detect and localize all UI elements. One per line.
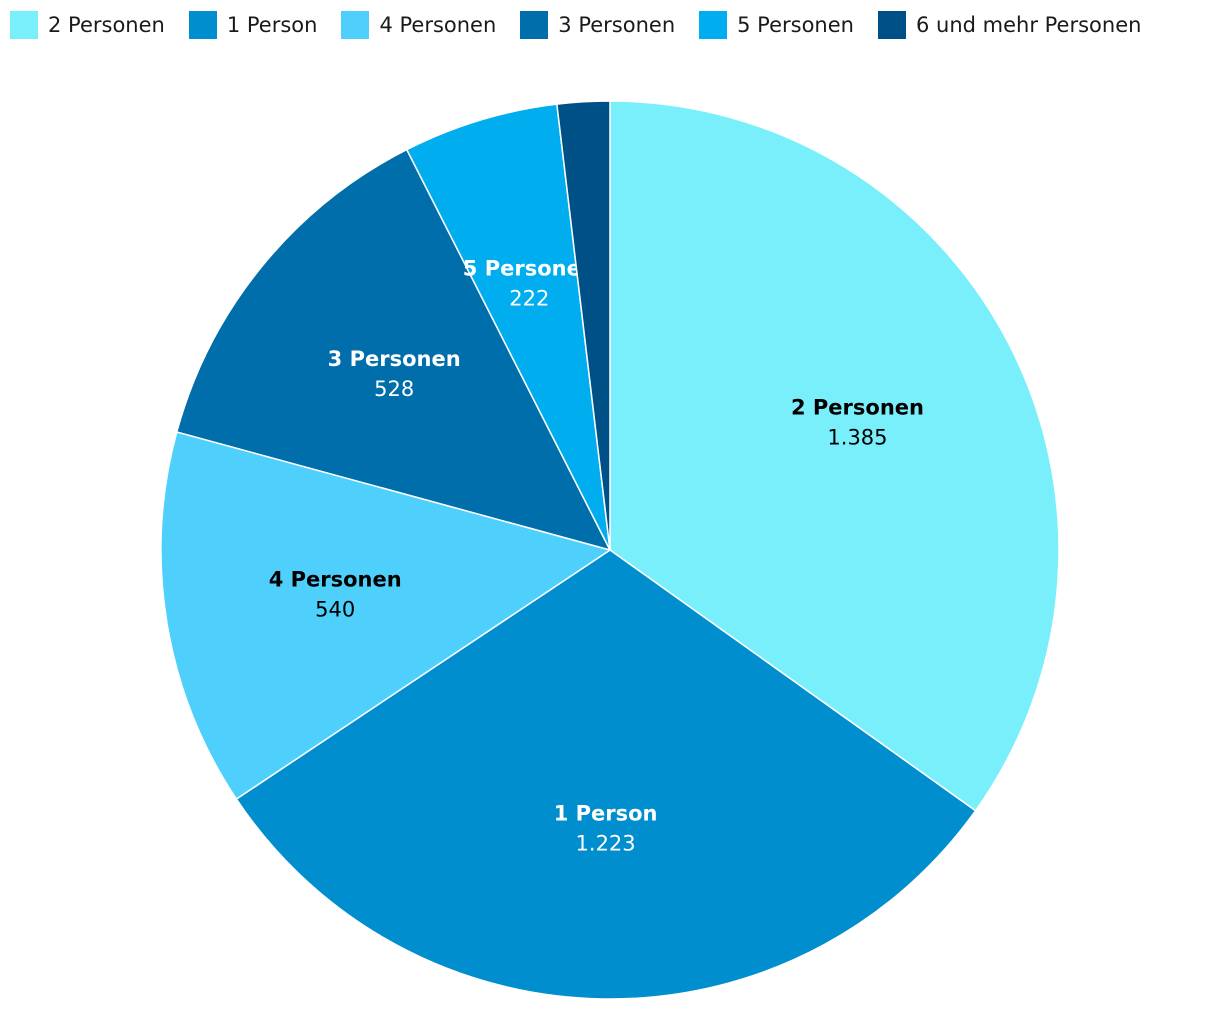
legend-label: 3 Personen [558, 13, 676, 37]
legend-swatch [188, 11, 217, 39]
legend-swatch [10, 11, 38, 39]
slice-label: 2 Personen [791, 396, 924, 420]
legend-swatch [877, 11, 906, 39]
legend-item: 5 Personen [699, 11, 854, 39]
slice-label: 1 Person [554, 801, 658, 825]
slice-value-label: 222 [509, 287, 549, 311]
legend-label: 6 und mehr Personen [915, 13, 1142, 37]
legend-item: 6 und mehr Personen [877, 11, 1142, 39]
slice-label: 5 Personen [463, 257, 596, 281]
legend-label: 1 Person [226, 13, 318, 37]
slice-value-label: 1.385 [827, 426, 887, 450]
legend-item: 2 Personen [10, 11, 165, 39]
legend-label: 5 Personen [737, 13, 854, 37]
pie-slice [160, 431, 612, 801]
legend-item: 4 Personen [341, 11, 496, 39]
slice-label: 4 Personen [269, 568, 402, 592]
legend-item: 3 Personen [520, 11, 675, 39]
pie-slice [235, 549, 977, 1000]
legend-swatch [699, 11, 728, 39]
legend-label: 2 Personen [48, 13, 165, 37]
pie-slice [405, 103, 611, 551]
pie-slice [609, 100, 1060, 812]
legend-label: 4 Personen [379, 13, 497, 37]
legend-item: 1 Person [188, 11, 318, 39]
slice-value-label: 528 [374, 377, 414, 401]
legend-swatch [520, 11, 549, 39]
slice-value-label: 540 [315, 598, 355, 622]
slice-label: 3 Personen [328, 347, 461, 371]
slice-value-label: 1.223 [576, 831, 636, 855]
pie-slice [175, 148, 612, 552]
legend-swatch [341, 11, 370, 39]
chart-legend: 2 Personen 1 Person 4 Personen 3 Personen 5 … [10, 10, 1141, 40]
pie-slice [556, 100, 611, 551]
